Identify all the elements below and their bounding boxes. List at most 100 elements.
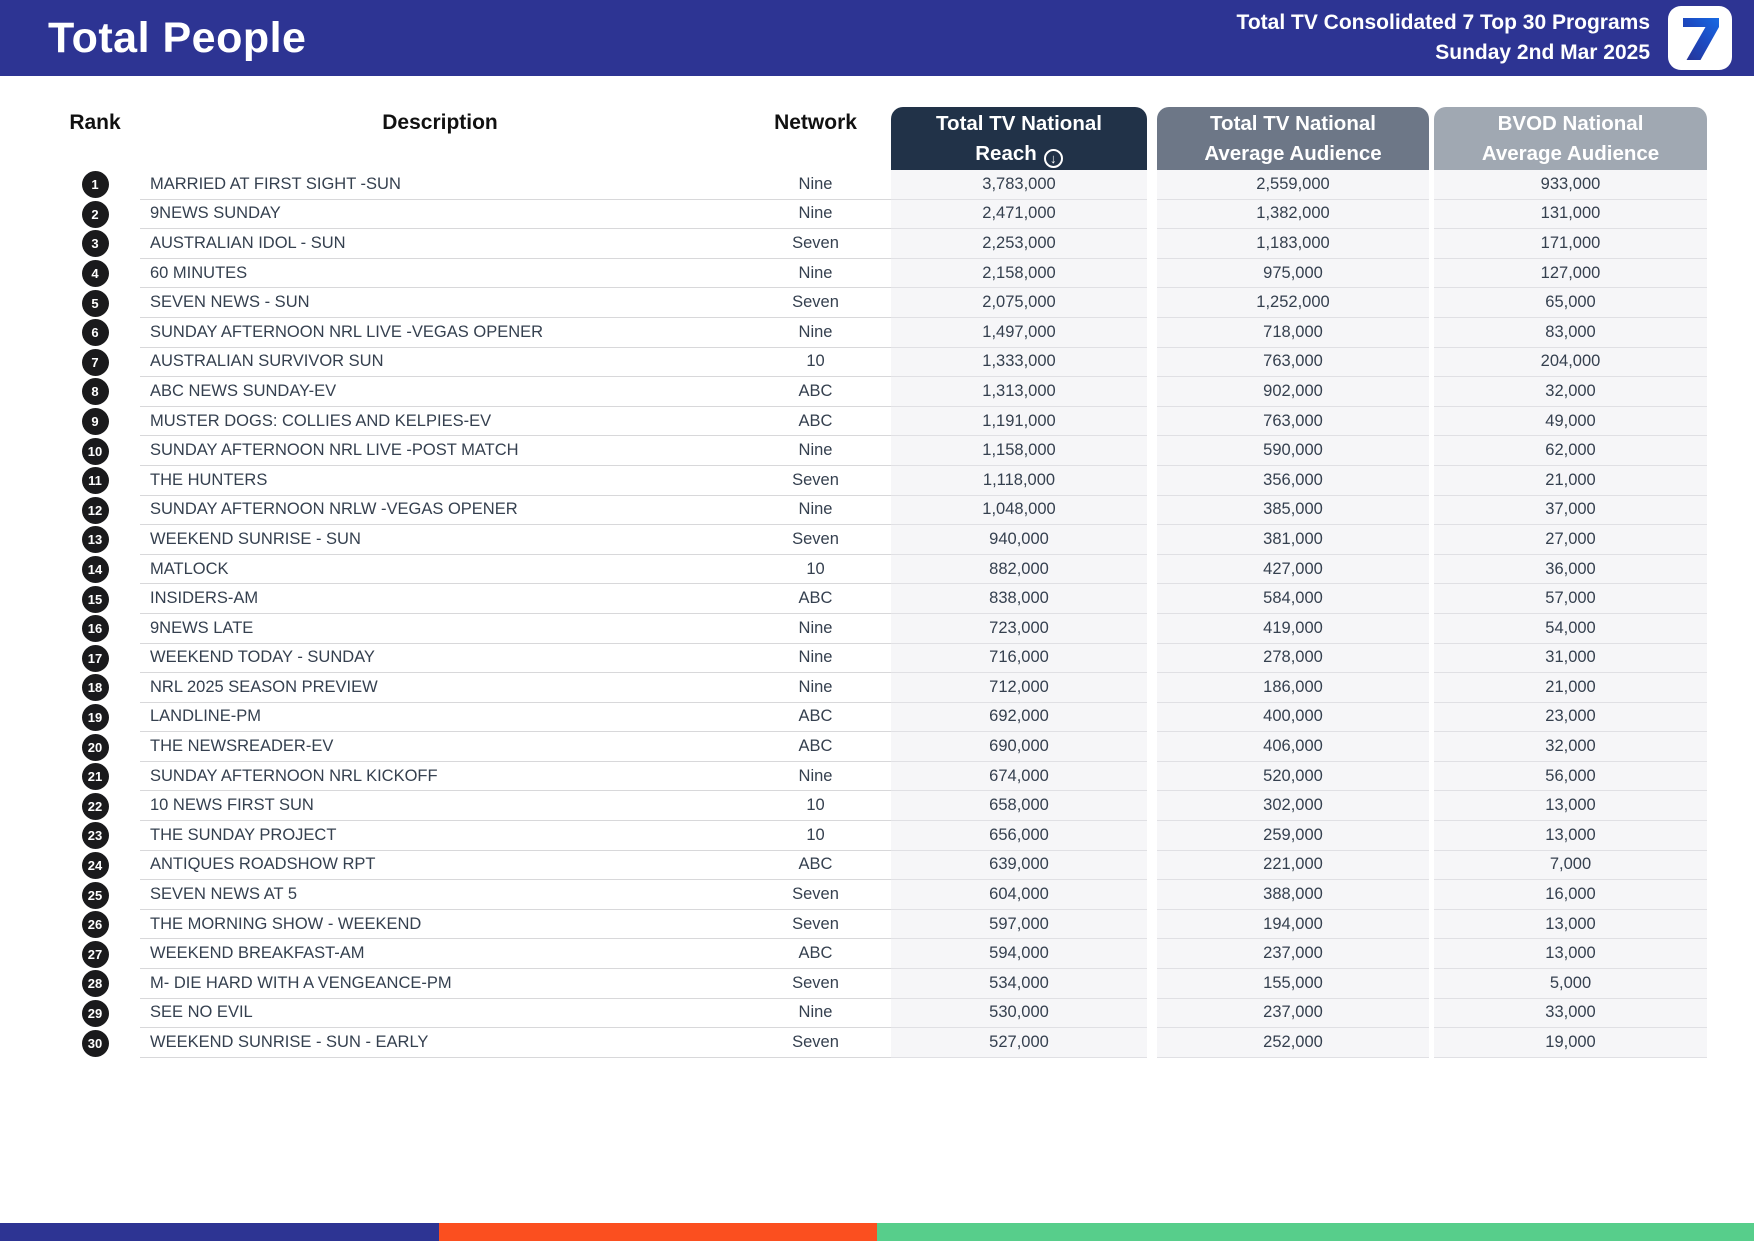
total-tv-reach-value: 639,000	[891, 850, 1147, 881]
rank-cell: 29	[50, 999, 140, 1029]
rank-badge: 2	[81, 200, 109, 228]
report-subtitle: Total TV Consolidated 7 Top 30 Programs …	[1237, 8, 1650, 69]
column-header-network: Network	[774, 111, 857, 134]
rank-badge: 17	[81, 644, 109, 672]
table-row: 13 WEEKEND SUNRISE - SUN Seven 940,000 3…	[50, 525, 1707, 555]
network-name: Seven	[740, 1028, 891, 1058]
total-tv-reach-value: 690,000	[891, 732, 1147, 762]
network-name: Nine	[740, 762, 891, 792]
rank-badge: 5	[81, 289, 109, 317]
network-name: ABC	[740, 939, 891, 970]
total-tv-reach-value: 1,158,000	[891, 436, 1147, 466]
program-description: THE SUNDAY PROJECT	[140, 821, 740, 851]
table-row: 10 SUNDAY AFTERNOON NRL LIVE -POST MATCH…	[50, 436, 1707, 466]
rank-cell: 18	[50, 673, 140, 703]
total-tv-average-audience-value: 385,000	[1157, 495, 1429, 526]
rank-cell: 24	[50, 851, 140, 881]
rank-cell: 2	[50, 200, 140, 230]
table-row: 18 NRL 2025 SEASON PREVIEW Nine 712,000 …	[50, 673, 1707, 703]
rank-cell: 17	[50, 644, 140, 674]
total-tv-reach-value: 1,118,000	[891, 465, 1147, 496]
rank-cell: 14	[50, 555, 140, 585]
rank-cell: 4	[50, 259, 140, 289]
program-description: 9NEWS LATE	[140, 614, 740, 644]
program-description: AUSTRALIAN IDOL - SUN	[140, 229, 740, 259]
program-description: INSIDERS-AM	[140, 584, 740, 614]
total-tv-average-audience-value: 388,000	[1157, 880, 1429, 910]
network-name: Nine	[740, 614, 891, 644]
rank-badge: 24	[81, 851, 109, 879]
rank-badge: 29	[81, 999, 109, 1027]
table-row: 3 AUSTRALIAN IDOL - SUN Seven 2,253,000 …	[50, 229, 1707, 259]
network-name: Seven	[740, 969, 891, 999]
network-name: Nine	[740, 999, 891, 1029]
bvod-average-audience-value: 56,000	[1434, 761, 1707, 792]
table-row: 28 M- DIE HARD WITH A VENGEANCE-PM Seven…	[50, 969, 1707, 999]
total-tv-reach-value: 2,158,000	[891, 258, 1147, 289]
total-tv-average-audience-value: 278,000	[1157, 643, 1429, 674]
network-name: ABC	[740, 732, 891, 762]
table-row: 20 THE NEWSREADER-EV ABC 690,000 406,000…	[50, 732, 1707, 762]
rank-cell: 25	[50, 880, 140, 910]
program-description: ANTIQUES ROADSHOW RPT	[140, 851, 740, 881]
table-row: 14 MATLOCK 10 882,000 427,000 36,000	[50, 554, 1707, 585]
program-description: AUSTRALIAN SURVIVOR SUN	[140, 348, 740, 378]
rank-badge: 18	[81, 674, 109, 702]
table-row: 25 SEVEN NEWS AT 5 Seven 604,000 388,000…	[50, 880, 1707, 910]
table-row: 15 INSIDERS-AM ABC 838,000 584,000 57,00…	[50, 584, 1707, 614]
top-banner: Total People Total TV Consolidated 7 Top…	[0, 0, 1754, 76]
avg-header-line1: Total TV National	[1210, 112, 1376, 136]
table-row: 5 SEVEN NEWS - SUN Seven 2,075,000 1,252…	[50, 288, 1707, 318]
bvod-average-audience-value: 33,000	[1434, 998, 1707, 1029]
rank-badge: 10	[81, 437, 109, 465]
bvod-average-audience-value: 13,000	[1434, 791, 1707, 822]
network-name: ABC	[740, 851, 891, 881]
rank-badge: 4	[81, 260, 109, 288]
rank-cell: 15	[50, 584, 140, 614]
network-name: Nine	[740, 259, 891, 289]
total-tv-average-audience-value: 419,000	[1157, 613, 1429, 644]
network-name: Seven	[740, 880, 891, 910]
program-description: 60 MINUTES	[140, 259, 740, 289]
total-tv-average-audience-value: 1,382,000	[1157, 199, 1429, 230]
column-header-total-tv-reach[interactable]: Total TV National Reach ↓	[891, 107, 1147, 170]
rank-cell: 20	[50, 732, 140, 762]
column-header-total-tv-average-audience[interactable]: Total TV National Average Audience	[1157, 107, 1429, 170]
total-tv-reach-value: 658,000	[891, 791, 1147, 822]
column-header-bvod-average-audience[interactable]: BVOD National Average Audience	[1434, 107, 1707, 170]
bvod-average-audience-value: 57,000	[1434, 584, 1707, 614]
program-description: SUNDAY AFTERNOON NRL LIVE -VEGAS OPENER	[140, 318, 740, 348]
total-tv-average-audience-value: 356,000	[1157, 465, 1429, 496]
table-row: 2 9NEWS SUNDAY Nine 2,471,000 1,382,000 …	[50, 199, 1707, 230]
bvod-average-audience-value: 49,000	[1434, 406, 1707, 437]
program-description: WEEKEND SUNRISE - SUN - EARLY	[140, 1028, 740, 1058]
rank-badge: 12	[81, 496, 109, 524]
rank-badge: 13	[81, 526, 109, 554]
rank-badge: 9	[81, 408, 109, 436]
rank-badge: 25	[81, 881, 109, 909]
rank-badge: 26	[81, 911, 109, 939]
page-title: Total People	[48, 13, 307, 62]
total-tv-reach-value: 712,000	[891, 673, 1147, 703]
total-tv-reach-value: 2,471,000	[891, 199, 1147, 230]
total-tv-average-audience-value: 237,000	[1157, 939, 1429, 970]
rank-badge: 11	[81, 467, 109, 495]
bvod-average-audience-value: 131,000	[1434, 199, 1707, 230]
network-name: ABC	[740, 584, 891, 614]
total-tv-average-audience-value: 252,000	[1157, 1028, 1429, 1058]
rank-cell: 13	[50, 525, 140, 555]
total-tv-average-audience-value: 237,000	[1157, 998, 1429, 1029]
bvod-average-audience-value: 36,000	[1434, 554, 1707, 585]
rank-badge: 7	[81, 348, 109, 376]
program-description: SEVEN NEWS - SUN	[140, 288, 740, 318]
table-body: 1 MARRIED AT FIRST SIGHT -SUN Nine 3,783…	[50, 170, 1707, 1058]
rank-badge: 15	[81, 585, 109, 613]
bvod-header-line2: Average Audience	[1481, 141, 1660, 165]
column-header-description: Description	[382, 111, 498, 134]
avg-header-line2: Average Audience	[1204, 141, 1382, 165]
bvod-average-audience-value: 127,000	[1434, 258, 1707, 289]
rank-cell: 21	[50, 762, 140, 792]
total-tv-reach-value: 594,000	[891, 939, 1147, 970]
network-name: ABC	[740, 407, 891, 437]
rank-badge: 14	[81, 556, 109, 584]
